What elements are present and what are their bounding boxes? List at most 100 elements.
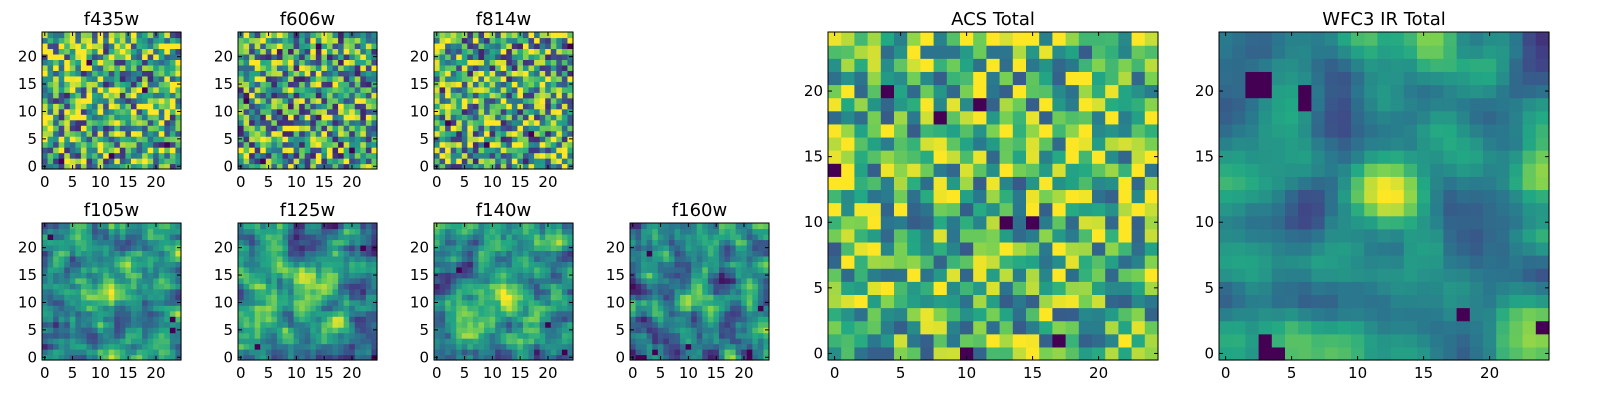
heatmap-cell: [147, 136, 154, 143]
heatmap-cell: [153, 114, 160, 121]
heatmap-cell: [47, 81, 54, 88]
heatmap-cell: [691, 244, 698, 251]
heatmap-cell: [539, 130, 546, 137]
heatmap-cell: [434, 97, 441, 104]
x-tick-label: 10: [287, 364, 306, 382]
heatmap-cell: [702, 310, 709, 317]
heatmap-cell: [561, 343, 569, 350]
heatmap-cell: [434, 349, 441, 356]
heatmap-cell: [130, 48, 138, 55]
heatmap-cell: [92, 305, 99, 312]
heatmap-cell: [691, 250, 698, 257]
heatmap-cell: [434, 261, 441, 268]
heatmap-cell: [1144, 268, 1159, 282]
heatmap-cell: [472, 261, 480, 268]
heatmap-cell: [282, 147, 289, 154]
heatmap-cell: [718, 299, 726, 306]
heatmap-cell: [724, 223, 731, 230]
heatmap-cell: [249, 266, 256, 273]
heatmap-cell: [243, 81, 250, 88]
heatmap-cell: [495, 332, 502, 339]
heatmap-cell: [467, 316, 474, 323]
heatmap-cell: [42, 64, 49, 71]
heatmap-cell: [64, 97, 71, 104]
heatmap-cell: [489, 53, 496, 60]
heatmap-cell: [478, 97, 485, 104]
heatmap-cell: [92, 349, 99, 356]
heatmap-cell: [960, 228, 974, 243]
heatmap-cell: [539, 250, 546, 257]
heatmap-cell: [489, 75, 496, 82]
heatmap-cell: [894, 333, 908, 348]
heatmap-cell: [880, 281, 895, 295]
heatmap-cell: [282, 338, 289, 345]
heatmap-cell: [360, 310, 367, 317]
heatmap-cell: [53, 250, 60, 257]
heatmap-cell: [349, 130, 356, 137]
heatmap-cell: [550, 266, 557, 273]
heatmap-cell: [75, 316, 82, 323]
heatmap-cell: [58, 119, 65, 126]
heatmap-cell: [136, 223, 143, 230]
heatmap-cell: [142, 125, 149, 132]
heatmap-cell: [713, 299, 720, 306]
heatmap-cell: [652, 349, 659, 356]
heatmap-cell: [58, 228, 65, 235]
heatmap-cell: [169, 266, 177, 273]
heatmap-cell: [561, 233, 569, 241]
heatmap-cell: [652, 239, 659, 246]
heatmap-cell: [495, 92, 502, 99]
heatmap-cell: [130, 294, 138, 301]
heatmap-cell: [641, 283, 648, 290]
heatmap-cell: [500, 59, 507, 66]
heatmap-cell: [528, 32, 535, 39]
heatmap-cell: [445, 59, 452, 66]
heatmap-cell: [539, 332, 546, 339]
heatmap-cell: [276, 81, 284, 88]
heatmap-cell: [511, 130, 518, 137]
heatmap-cell: [495, 349, 502, 356]
heatmap-cell: [907, 255, 921, 269]
heatmap-cell: [534, 32, 541, 39]
heatmap-cell: [349, 261, 356, 268]
heatmap-cell: [484, 64, 491, 71]
heatmap-cell: [80, 288, 88, 295]
heatmap-cell: [354, 32, 361, 39]
heatmap-cell: [495, 42, 502, 50]
heatmap-cell: [489, 349, 496, 356]
heatmap-cell: [999, 255, 1014, 269]
heatmap-cell: [153, 59, 160, 66]
heatmap-cell: [299, 277, 306, 284]
heatmap-cell: [511, 261, 518, 268]
heatmap-cell: [365, 147, 373, 154]
heatmap-cell: [299, 42, 306, 50]
heatmap-cell: [946, 189, 961, 204]
heatmap-cell: [288, 48, 295, 55]
y-tick-label: 10: [18, 293, 37, 311]
heatmap-cell: [539, 277, 546, 284]
heatmap-cell: [53, 354, 60, 361]
y-tick-label: 20: [214, 239, 233, 257]
heatmap-cell: [243, 158, 250, 165]
heatmap-cell: [456, 141, 463, 148]
heatmap-cell: [64, 108, 71, 115]
heatmap-cell: [288, 75, 295, 82]
heatmap-cell: [561, 316, 569, 323]
heatmap-cell: [718, 338, 726, 345]
heatmap-cell: [92, 152, 99, 159]
heatmap-cell: [64, 130, 71, 137]
heatmap-cell: [1039, 281, 1053, 295]
heatmap-cell: [434, 152, 441, 159]
heatmap-cell: [730, 338, 737, 345]
heatmap-cell: [142, 244, 149, 251]
heatmap-cell: [130, 147, 138, 154]
heatmap-cell: [735, 299, 742, 306]
heatmap-cell: [147, 75, 154, 82]
heatmap-cell: [495, 223, 502, 230]
heatmap-cell: [517, 81, 524, 88]
heatmap-cell: [53, 283, 60, 290]
heatmap-cell: [713, 305, 720, 312]
heatmap-cell: [153, 310, 160, 317]
heatmap-cell: [282, 233, 289, 241]
heatmap-cell: [326, 349, 334, 356]
